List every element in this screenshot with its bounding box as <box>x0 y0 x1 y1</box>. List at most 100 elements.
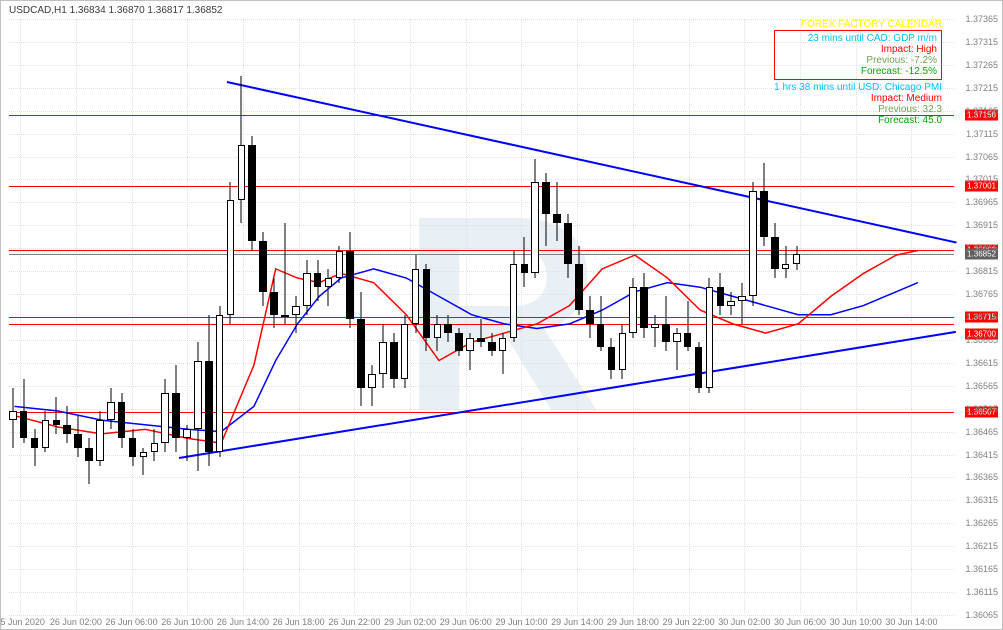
candle[interactable] <box>194 19 202 613</box>
candle[interactable] <box>455 19 463 613</box>
candle-body <box>760 191 768 237</box>
candle[interactable] <box>205 19 213 613</box>
candle[interactable] <box>42 19 50 613</box>
candle[interactable] <box>738 19 746 613</box>
candle[interactable] <box>597 19 605 613</box>
candle[interactable] <box>553 19 561 613</box>
candle[interactable] <box>749 19 757 613</box>
candle-body <box>586 310 594 324</box>
candle[interactable] <box>63 19 71 613</box>
candle[interactable] <box>727 19 735 613</box>
candle[interactable] <box>303 19 311 613</box>
candle[interactable] <box>564 19 572 613</box>
candle[interactable] <box>499 19 507 613</box>
y-tick: 1.36865 <box>965 243 998 253</box>
candle-body <box>434 324 442 338</box>
candle[interactable] <box>629 19 637 613</box>
candle[interactable] <box>346 19 354 613</box>
candle[interactable] <box>292 19 300 613</box>
candle-body <box>521 264 529 273</box>
candle-body <box>270 292 278 315</box>
candle[interactable] <box>379 19 387 613</box>
candle[interactable] <box>760 19 768 613</box>
candle[interactable] <box>586 19 594 613</box>
candle-body <box>129 438 137 456</box>
candle[interactable] <box>608 19 616 613</box>
candle[interactable] <box>96 19 104 613</box>
candle[interactable] <box>151 19 159 613</box>
candle[interactable] <box>140 19 148 613</box>
y-axis: 1.360651.361151.361651.362151.362651.363… <box>954 19 1002 613</box>
candle[interactable] <box>444 19 452 613</box>
candle-body <box>161 393 169 443</box>
candle[interactable] <box>390 19 398 613</box>
y-tick: 1.37165 <box>965 106 998 116</box>
candle[interactable] <box>662 19 670 613</box>
candle[interactable] <box>488 19 496 613</box>
candle[interactable] <box>706 19 714 613</box>
x-tick: 30 Jun 02:00 <box>718 617 770 627</box>
candle-body <box>782 264 790 269</box>
candle[interactable] <box>695 19 703 613</box>
candle[interactable] <box>227 19 235 613</box>
candle[interactable] <box>270 19 278 613</box>
candle[interactable] <box>368 19 376 613</box>
candle[interactable] <box>531 19 539 613</box>
candle[interactable] <box>20 19 28 613</box>
candle[interactable] <box>53 19 61 613</box>
candle[interactable] <box>423 19 431 613</box>
candle[interactable] <box>248 19 256 613</box>
candle[interactable] <box>31 19 39 613</box>
candle[interactable] <box>673 19 681 613</box>
candle-body <box>42 420 50 448</box>
candle-body <box>662 324 670 342</box>
candle[interactable] <box>9 19 17 613</box>
news-header: FOREX FACTORY CALENDAR <box>774 19 942 30</box>
candle[interactable] <box>619 19 627 613</box>
candle-wick <box>34 429 35 466</box>
x-tick: 29 Jun 06:00 <box>440 617 492 627</box>
candle[interactable] <box>510 19 518 613</box>
y-tick: 1.37365 <box>965 14 998 24</box>
candle[interactable] <box>542 19 550 613</box>
news-line: Impact: Medium <box>774 93 942 104</box>
candle-body <box>553 214 561 223</box>
candle[interactable] <box>238 19 246 613</box>
candle[interactable] <box>401 19 409 613</box>
candle[interactable] <box>477 19 485 613</box>
candle[interactable] <box>466 19 474 613</box>
candle[interactable] <box>640 19 648 613</box>
candle[interactable] <box>216 19 224 613</box>
candle[interactable] <box>357 19 365 613</box>
news-line: 1 hrs 38 mins until USD: Chicago PMI <box>774 82 942 93</box>
candle[interactable] <box>129 19 137 613</box>
candle[interactable] <box>717 19 725 613</box>
candle[interactable] <box>684 19 692 613</box>
candle[interactable] <box>85 19 93 613</box>
candle[interactable] <box>325 19 333 613</box>
candle[interactable] <box>412 19 420 613</box>
candle[interactable] <box>74 19 82 613</box>
candle[interactable] <box>281 19 289 613</box>
news-line: Previous: -7.2% <box>779 55 937 66</box>
candle[interactable] <box>172 19 180 613</box>
candle-body <box>531 182 539 274</box>
candle[interactable] <box>183 19 191 613</box>
news-item-1: 23 mins until CAD: GDP m/mImpact: HighPr… <box>774 30 942 80</box>
y-tick: 1.36615 <box>965 358 998 368</box>
y-tick: 1.36165 <box>965 564 998 574</box>
candle-wick <box>655 315 656 347</box>
candle[interactable] <box>575 19 583 613</box>
candle[interactable] <box>336 19 344 613</box>
candle-wick <box>328 269 329 306</box>
candle[interactable] <box>651 19 659 613</box>
candle[interactable] <box>161 19 169 613</box>
candle-body <box>597 324 605 347</box>
candle-body <box>346 251 354 320</box>
candle[interactable] <box>118 19 126 613</box>
candle[interactable] <box>314 19 322 613</box>
candle[interactable] <box>434 19 442 613</box>
candle[interactable] <box>259 19 267 613</box>
candle[interactable] <box>521 19 529 613</box>
candle[interactable] <box>107 19 115 613</box>
